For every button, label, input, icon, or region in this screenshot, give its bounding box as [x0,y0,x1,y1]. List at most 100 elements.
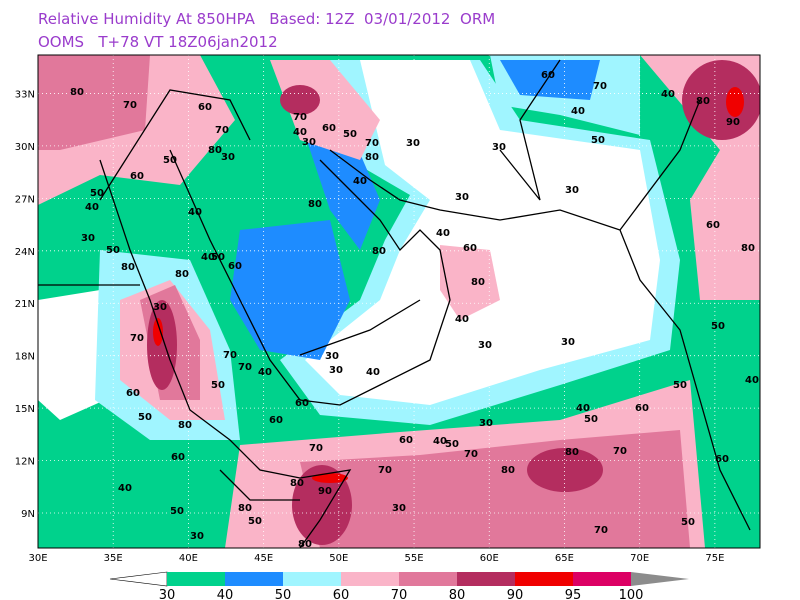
contour-label: 90 [726,117,740,128]
colorbar-label: 40 [217,588,234,600]
contour-label: 30 [478,340,492,351]
lon-label: 60E [480,553,499,564]
contour-label: 40 [745,375,759,386]
title: Relative Humidity At 850HPA Based: 12Z 0… [38,10,495,28]
field [230,220,350,360]
contour-label: 30 [302,137,316,148]
contour-label: 60 [541,70,555,81]
lon-label: 70E [630,553,649,564]
contour-label: 50 [681,517,695,528]
contour-label: 40 [571,106,585,117]
contour-label: 70 [378,465,392,476]
lon-label: 35E [104,553,123,564]
contour-label: 70 [238,362,252,373]
contour-label: 40 [201,252,215,263]
contour-label: 80 [741,243,755,254]
colorbar-label: 100 [619,588,644,600]
contour-label: 40 [118,483,132,494]
colorbar-swatch [225,572,283,586]
contour-label: 50 [138,412,152,423]
colorbar-high-arrow [631,572,689,586]
field [280,85,320,115]
colorbar-swatch [283,572,341,586]
contour-label: 50 [170,506,184,517]
lon-label: 55E [405,553,424,564]
field [440,245,500,320]
map [38,55,760,548]
field [305,60,660,405]
lon-label: 50E [329,553,348,564]
contour-label: 70 [215,125,229,136]
contour-label: 50 [248,516,262,527]
contour-label: 60 [399,435,413,446]
contour-label: 70 [293,112,307,123]
coastline [99,159,352,548]
contour-label: 70 [593,81,607,92]
contour-label: 80 [372,246,386,257]
contour-label: 70 [365,138,379,149]
contour-label: 30 [221,152,235,163]
contour-label: 60 [635,403,649,414]
lat-label: 27N [15,194,35,205]
contour-label: 30 [479,418,493,429]
border [38,59,701,501]
contour-label: 60 [269,415,283,426]
colorbar-low-arrow [109,571,168,587]
lat-label: 9N [21,509,35,520]
contour-label: 60 [198,102,212,113]
contour-label: 40 [293,127,307,138]
contour-label: 40 [455,314,469,325]
colorbar-label: 80 [449,588,466,600]
lat-label: 21N [15,299,35,310]
contour-label: 30 [392,503,406,514]
field [726,87,744,117]
contour-label: 50 [211,252,225,263]
contour-label: 80 [565,447,579,458]
colorbar-swatch [341,572,399,586]
contour-label: 40 [433,436,447,447]
contour-label: 80 [121,262,135,273]
colorbar-swatch [399,572,457,586]
colorbar-label: 60 [333,588,350,600]
contour-label: 60 [126,388,140,399]
contour-label: 40 [353,176,367,187]
field [682,60,760,140]
colorbar-swatch [457,572,515,586]
contour-label: 70 [594,525,608,536]
contour-label: 80 [175,269,189,280]
map-frame [37,54,761,549]
colorbar-label: 50 [275,588,292,600]
lon-label: 75E [705,553,724,564]
contour-label: 70 [309,443,323,454]
contour-label: 30 [455,192,469,203]
contour-label: 30 [81,233,95,244]
lat-label: 30N [15,142,35,153]
field [38,55,150,150]
contour-label: 70 [223,350,237,361]
field [270,60,380,160]
contour-label: 50 [90,188,104,199]
contour-label: 60 [130,171,144,182]
contour-label: 50 [711,321,725,332]
lat-label: 12N [15,457,35,468]
contour-label: 80 [238,503,252,514]
contour-label: 80 [70,87,84,98]
contour-label: 50 [591,135,605,146]
subtitle: OOMS T+78 VT 18Z06jan2012 [38,33,278,51]
contour-label: 30 [325,351,339,362]
contour-label: 50 [343,129,357,140]
field [527,448,603,492]
contour-label: 70 [464,449,478,460]
contour-label: 40 [85,202,99,213]
contour-label: 80 [178,420,192,431]
coastline [329,149,751,531]
contour-label: 80 [208,145,222,156]
contour-label: 50 [584,414,598,425]
field [300,120,380,250]
contour-label: 50 [445,439,459,450]
colorbar-swatch [515,572,573,586]
coastline [169,149,451,406]
lon-label: 45E [254,553,273,564]
contour-label: 30 [565,185,579,196]
